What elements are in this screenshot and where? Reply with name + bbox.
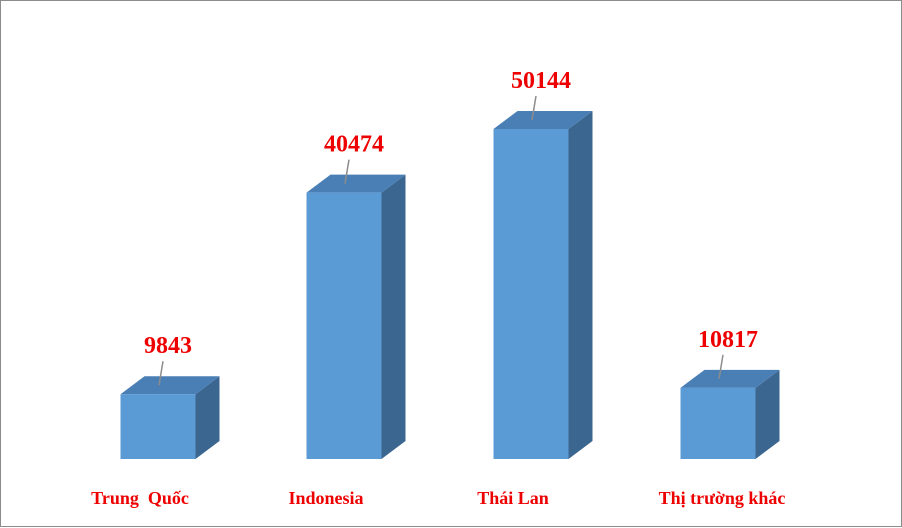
- bar-trung-quốc: [120, 394, 196, 459]
- category-label-indonesia: Indonesia: [288, 488, 363, 508]
- bar-indonesia: [306, 192, 382, 459]
- data-label-trung-quốc: 9843: [144, 333, 192, 359]
- data-label-thái-lan: 50144: [511, 68, 571, 94]
- bar-top-indonesia: [306, 174, 406, 193]
- bar-thị-trường-khác: [680, 387, 756, 459]
- bar-side-thái-lan: [568, 111, 593, 459]
- leader-line-thị-trường-khác: [718, 354, 724, 379]
- bar-thái-lan: [493, 129, 569, 459]
- bar-side-trung-quốc: [195, 376, 220, 459]
- data-label-indonesia: 40474: [324, 132, 384, 158]
- bar-top-thị-trường-khác: [680, 369, 780, 388]
- category-label-trung-quốc: Trung Quốc: [91, 488, 189, 508]
- bar-top-trung-quốc: [120, 376, 220, 395]
- bar-side-thị-trường-khác: [755, 369, 780, 459]
- leader-line-indonesia: [344, 159, 350, 184]
- leader-line-thái-lan: [531, 95, 537, 121]
- category-label-thái-lan: Thái Lan: [477, 488, 549, 508]
- bar-side-indonesia: [381, 174, 406, 459]
- data-label-thị-trường-khác: 10817: [698, 327, 758, 353]
- category-label-thị-trường-khác: Thị trường khác: [659, 488, 786, 508]
- leader-line-trung-quốc: [158, 361, 164, 386]
- bar-top-thái-lan: [493, 111, 593, 129]
